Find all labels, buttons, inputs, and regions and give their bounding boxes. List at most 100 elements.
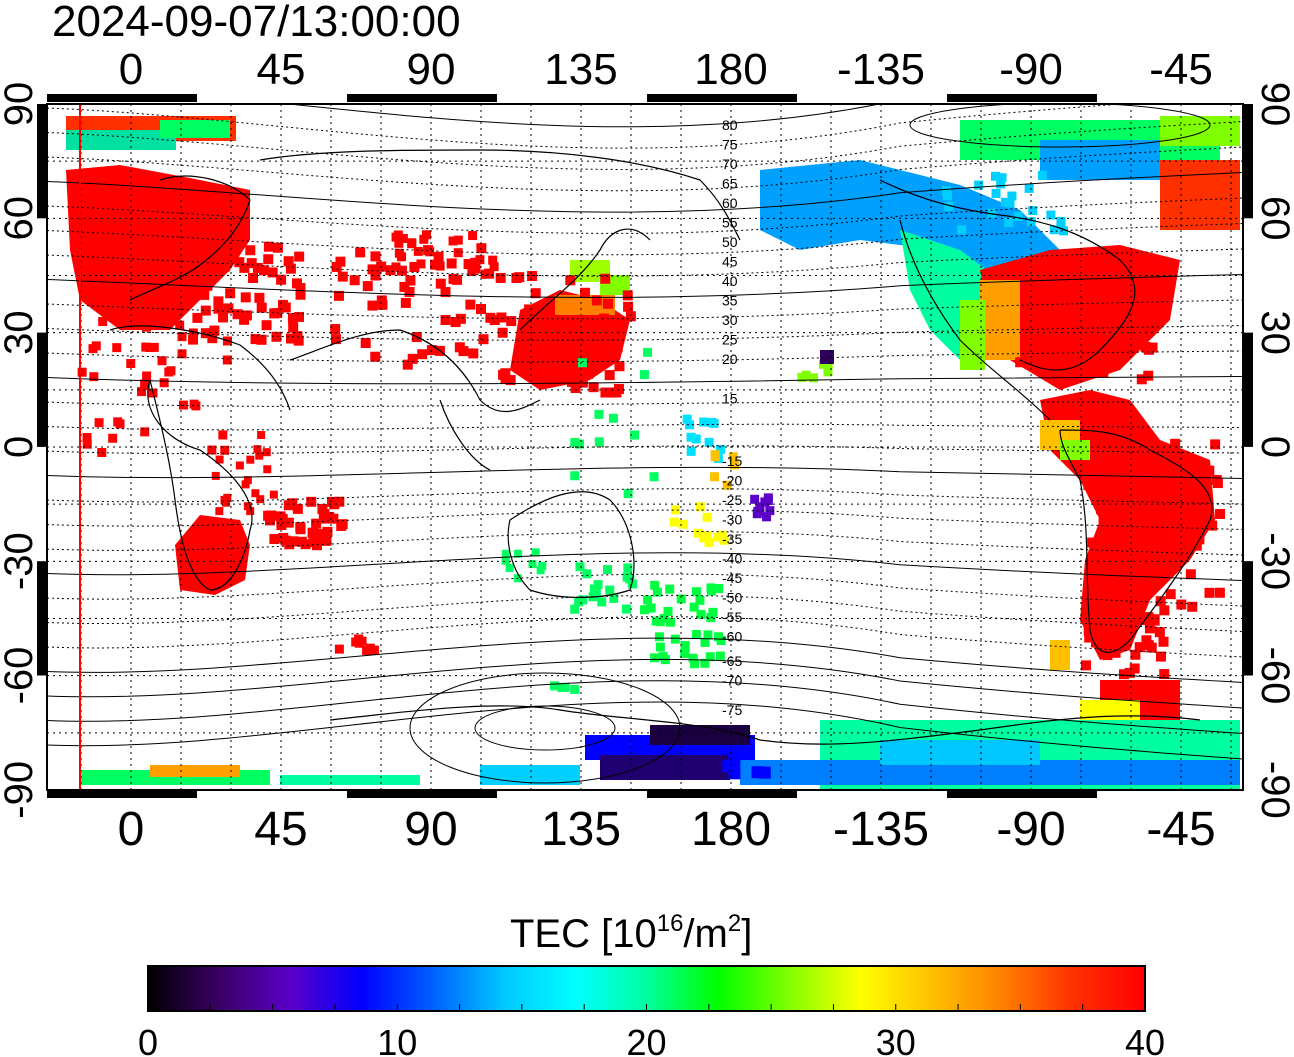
tec-cell: [997, 173, 1007, 183]
tec-cell: [589, 584, 599, 594]
lat-tick-label: 0: [0, 436, 41, 458]
tec-cell: [215, 507, 224, 516]
tec-cell: [695, 595, 705, 605]
tec-cell: [1143, 613, 1154, 624]
tec-cell: [1080, 337, 1091, 348]
tec-cell: [1007, 191, 1017, 201]
tec-cell: [1004, 217, 1014, 227]
tec-cell: [218, 312, 229, 323]
tec-cell: [334, 496, 345, 507]
tec-cell: [1049, 225, 1059, 235]
lon-tick-label: 180: [694, 45, 767, 94]
lat-tick-label: -90: [0, 761, 41, 819]
axis-bar-segment: [1243, 332, 1253, 447]
tec-cell: [1158, 636, 1169, 647]
tec-cell: [650, 653, 660, 663]
tec-cell: [269, 490, 278, 499]
tec-cell: [306, 496, 317, 507]
tec-cell: [1129, 663, 1140, 674]
tec-cell: [413, 246, 423, 256]
tec-region: [650, 725, 750, 745]
tec-cell: [199, 250, 210, 261]
tec-cell: [495, 272, 506, 283]
tec-cell: [1084, 632, 1095, 643]
tec-cell: [245, 245, 256, 256]
tec-cell: [333, 290, 344, 301]
magnetic-contour: [409, 672, 681, 784]
tec-cell: [187, 265, 198, 276]
tec-cell: [1149, 299, 1160, 310]
tec-cell: [655, 617, 665, 627]
axis-bar-segment: [37, 561, 47, 676]
tec-cell: [351, 637, 361, 647]
tec-cell: [614, 361, 625, 372]
tec-cell: [691, 587, 701, 597]
tec-cell: [686, 446, 696, 456]
tec-cell: [680, 648, 690, 658]
axis-bar-segment: [947, 94, 1097, 102]
tec-cell: [243, 502, 252, 511]
tec-cell: [536, 376, 547, 387]
tec-cell: [703, 630, 713, 640]
tec-cell: [602, 298, 613, 309]
lon-tick-label: 90: [407, 45, 456, 94]
tec-region: [160, 120, 230, 138]
axis-bar-segment: [37, 332, 47, 447]
tec-cell: [426, 345, 437, 356]
tec-cell: [468, 348, 479, 359]
tec-cell: [293, 335, 304, 346]
tec-cell: [1020, 309, 1031, 320]
tec-cell: [367, 300, 378, 311]
tec-cell: [630, 430, 640, 440]
tec-cell: [691, 629, 701, 639]
tec-cell: [296, 536, 307, 547]
magnetic-contour: [47, 530, 1243, 556]
tec-cell: [580, 287, 591, 298]
tec-cell: [178, 400, 188, 410]
magnetic-contour: [47, 248, 1243, 277]
tec-cell: [1015, 357, 1026, 368]
tec-cell: [1136, 374, 1147, 385]
tec-cell: [1098, 367, 1109, 378]
tec-cell: [1067, 351, 1078, 362]
tec-cell: [218, 430, 228, 440]
tec-cell: [137, 387, 147, 397]
tec-cell: [391, 262, 401, 272]
tec-cell: [1109, 552, 1120, 563]
tec-cell: [534, 327, 545, 338]
lat-tick-label: 30: [1253, 310, 1294, 355]
tec-cell: [192, 312, 203, 323]
tec-cell: [689, 602, 699, 612]
tec-cell: [77, 367, 87, 377]
contour-label: -15: [722, 453, 742, 469]
tec-cell: [213, 303, 224, 314]
tec-cell: [1146, 462, 1157, 473]
contour-label: 40: [722, 273, 738, 289]
tec-cell: [467, 267, 477, 277]
tec-cell: [496, 312, 507, 323]
tec-cell: [696, 609, 706, 619]
tec-cell: [658, 651, 668, 661]
tec-cell: [295, 522, 306, 533]
tec-cell: [941, 186, 951, 196]
tec-cell: [1137, 494, 1148, 505]
tec-cell: [159, 378, 169, 388]
magnetic-contour: [47, 466, 1243, 479]
tec-cell: [1118, 552, 1129, 563]
tec-cell: [1118, 669, 1129, 680]
tec-cell: [222, 355, 232, 365]
tec-cell: [235, 461, 244, 470]
tec-cell: [337, 519, 348, 530]
tec-cell: [257, 431, 266, 440]
tec-cell: [1134, 642, 1145, 653]
axis-bar-segment: [647, 790, 797, 798]
tec-cell: [715, 651, 725, 661]
coastline: [259, 149, 741, 241]
tec-cell: [234, 257, 245, 268]
bottom-longitude-ticks: 0 45 90 135 180 -135 -90 -45: [118, 803, 1216, 856]
tec-cell: [309, 537, 320, 548]
tec-cell: [531, 548, 540, 557]
lat-tick-label: 60: [0, 196, 41, 241]
magnetic-contour: [47, 573, 1243, 607]
tec-cell: [1123, 521, 1134, 532]
